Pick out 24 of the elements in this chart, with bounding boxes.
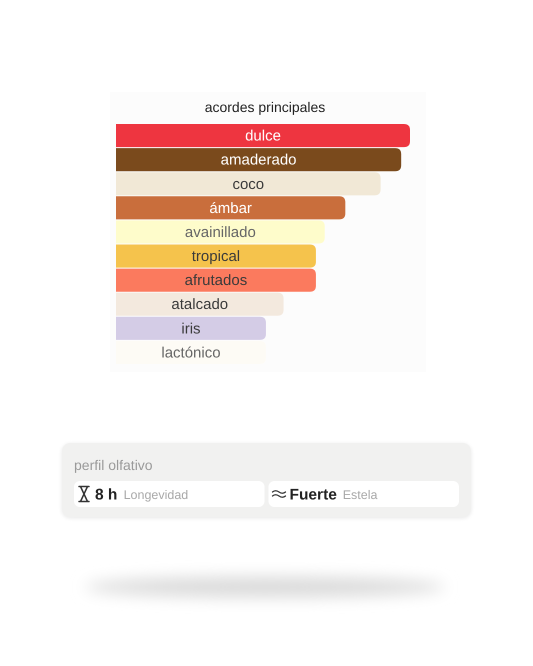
- y-tick-label: dulce: [245, 128, 281, 145]
- text: perfil olfativo: [74, 457, 153, 473]
- bar: [116, 124, 410, 148]
- bar: [116, 196, 346, 220]
- y-tick-label: avainillado: [184, 224, 256, 241]
- text: Estela: [342, 488, 378, 502]
- chart-title: acordes principales: [204, 99, 326, 115]
- bar: [116, 292, 284, 316]
- bar: [116, 148, 402, 172]
- bar: [116, 172, 381, 196]
- y-tick-label: ámbar: [209, 200, 252, 217]
- bar: [116, 268, 316, 292]
- y-tick-label: lactónico: [161, 344, 221, 362]
- bar: [116, 244, 316, 268]
- bar: [116, 220, 325, 244]
- text: Longevidad: [124, 488, 188, 502]
- y-tick-label: tropical: [192, 248, 240, 266]
- y-tick-label: amaderado: [220, 152, 297, 169]
- y-tick-label: coco: [232, 176, 264, 193]
- text: 8 h: [95, 486, 118, 504]
- text: Fuerte: [290, 486, 338, 504]
- y-tick-label: afrutados: [184, 272, 248, 290]
- y-tick-label: iris: [181, 320, 201, 338]
- y-tick-label: atalcado: [171, 296, 228, 314]
